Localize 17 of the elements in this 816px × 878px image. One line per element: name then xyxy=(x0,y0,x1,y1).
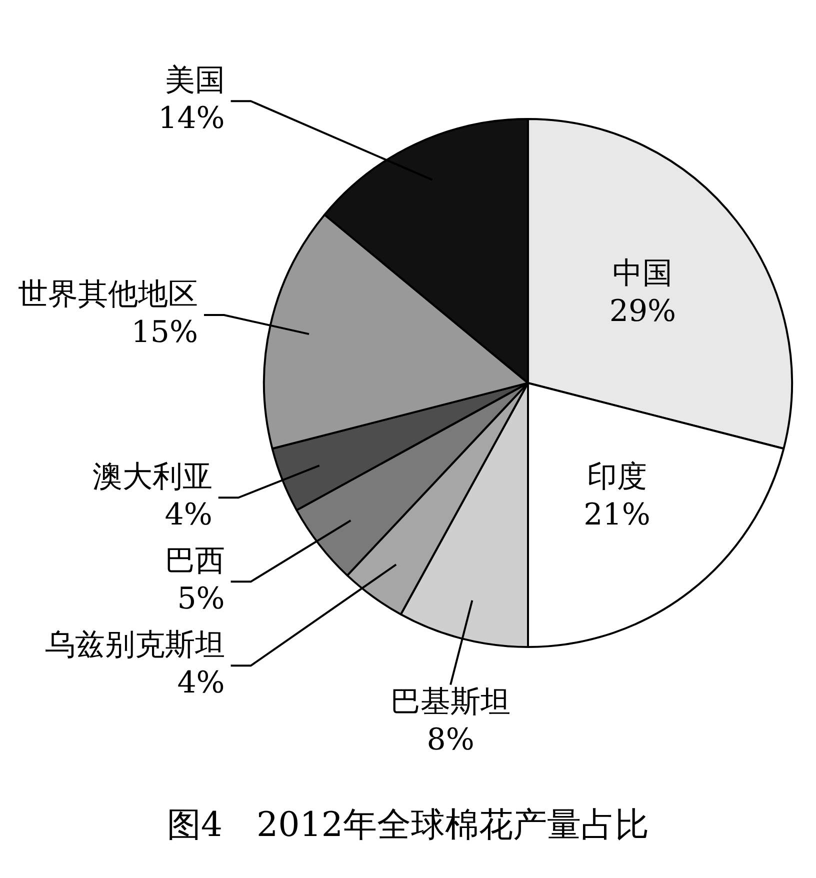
slice-label: 世界其他地区 xyxy=(18,276,198,312)
slice-label: 中国 xyxy=(612,256,673,291)
text: 图4 2012年全球棉花产量占比 xyxy=(166,804,650,847)
slice-label: 巴基斯坦 xyxy=(390,684,511,720)
slice-label: 巴西 xyxy=(164,543,225,578)
data-label: 14% xyxy=(158,100,225,136)
slice-label: 乌兹别克斯坦 xyxy=(44,627,225,662)
data-label: 8% xyxy=(426,722,474,758)
slice-label: 美国 xyxy=(164,62,225,98)
data-label: 4% xyxy=(177,665,225,700)
data-label: 21% xyxy=(584,498,650,533)
data-label: 29% xyxy=(609,294,676,329)
slice-label: 印度 xyxy=(586,460,647,495)
data-label: 4% xyxy=(164,497,212,532)
data-label: 5% xyxy=(177,581,225,616)
data-label: 15% xyxy=(131,314,198,350)
slice-label: 澳大利亚 xyxy=(92,459,212,494)
